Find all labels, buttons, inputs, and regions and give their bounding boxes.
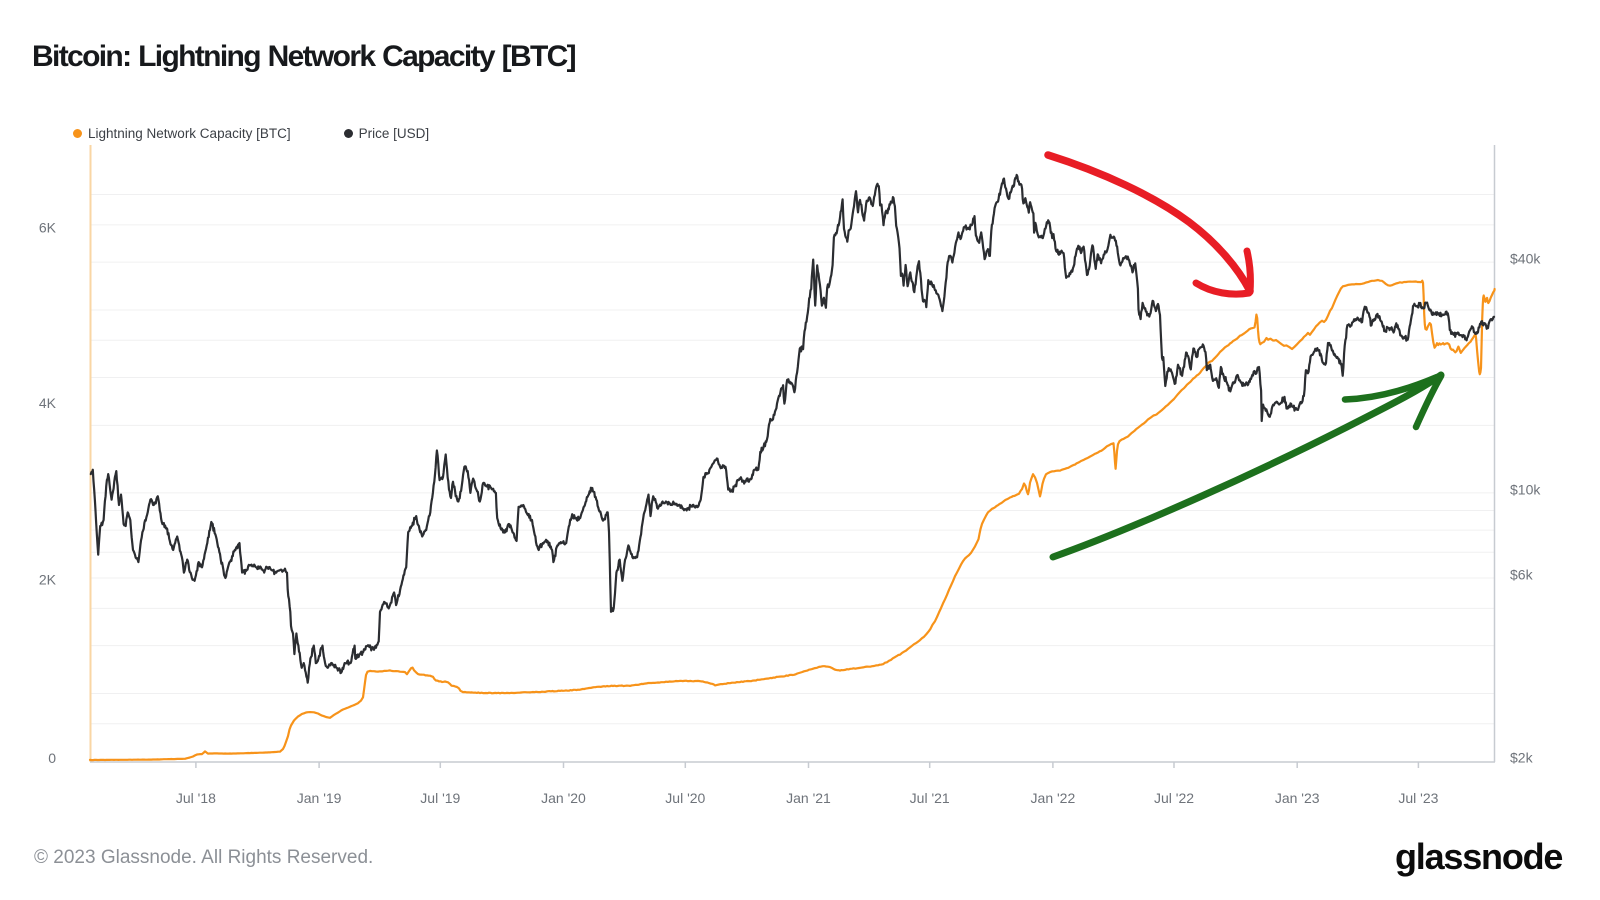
svg-text:0: 0	[48, 750, 56, 766]
svg-text:Jul '21: Jul '21	[910, 790, 950, 806]
svg-text:$10k: $10k	[1510, 481, 1541, 497]
svg-text:Jul '18: Jul '18	[176, 790, 216, 806]
svg-text:$6k: $6k	[1510, 567, 1534, 583]
svg-text:6K: 6K	[39, 219, 57, 235]
svg-text:Jul '22: Jul '22	[1154, 790, 1194, 806]
svg-text:2K: 2K	[39, 571, 57, 587]
svg-text:$2k: $2k	[1510, 750, 1534, 766]
svg-text:Jul '23: Jul '23	[1398, 790, 1438, 806]
svg-text:4K: 4K	[39, 395, 57, 411]
svg-text:Jan '19: Jan '19	[297, 790, 342, 806]
svg-text:Jan '21: Jan '21	[786, 790, 831, 806]
svg-text:Jul '19: Jul '19	[420, 790, 460, 806]
svg-text:Jan '23: Jan '23	[1275, 790, 1320, 806]
svg-text:$40k: $40k	[1510, 251, 1541, 267]
svg-text:Jul '20: Jul '20	[665, 790, 705, 806]
svg-text:Jan '22: Jan '22	[1031, 790, 1076, 806]
svg-text:Jan '20: Jan '20	[541, 790, 586, 806]
